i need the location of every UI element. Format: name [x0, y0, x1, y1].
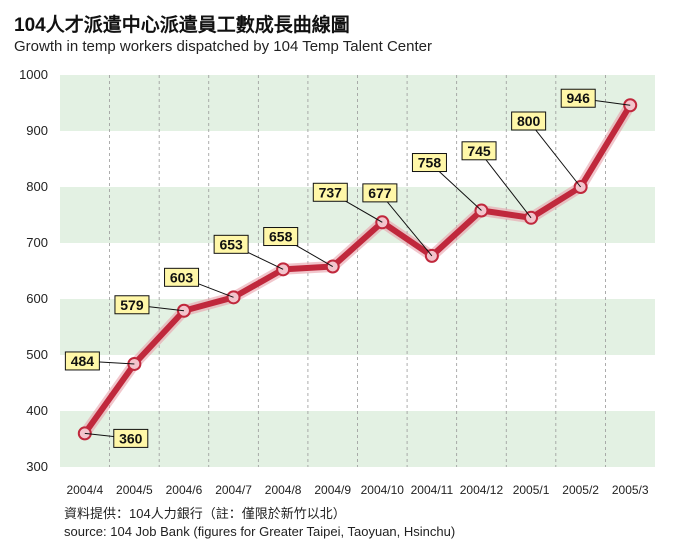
x-tick-label: 2005/3	[612, 483, 649, 497]
data-label: 603	[170, 269, 194, 285]
chart-title: 104人才派遣中心派遣員工數成長曲線圖	[14, 15, 350, 36]
y-tick-label: 700	[26, 235, 48, 250]
x-tick-label: 2004/10	[361, 483, 405, 497]
data-label-box	[312, 182, 348, 202]
x-tick-label: 2004/4	[66, 483, 103, 497]
x-tick-label: 2004/12	[460, 483, 504, 497]
x-tick-label: 2005/1	[513, 483, 550, 497]
data-label: 484	[71, 353, 95, 369]
x-tick-label: 2004/7	[215, 483, 252, 497]
grid-band	[60, 75, 655, 131]
data-label: 677	[368, 185, 392, 201]
data-label-box	[362, 183, 398, 203]
data-label: 653	[219, 236, 243, 252]
data-label-box	[164, 267, 200, 287]
grid-band	[60, 411, 655, 467]
chart-subtitle: Growth in temp workers dispatched by 104…	[14, 38, 432, 55]
y-tick-label: 900	[26, 123, 48, 138]
data-label-box	[461, 141, 497, 161]
x-tick-label: 2004/11	[411, 483, 454, 497]
y-tick-label: 600	[26, 291, 48, 306]
data-label: 658	[269, 229, 293, 245]
data-label: 360	[119, 430, 143, 446]
leader-line	[379, 192, 433, 257]
x-tick-label: 2005/2	[562, 483, 599, 497]
data-label-box	[560, 88, 596, 108]
data-label-box	[64, 351, 100, 371]
x-tick-label: 2004/5	[116, 483, 153, 497]
source-note-en: source: 104 Job Bank (figures for Greate…	[64, 524, 456, 539]
data-label-box	[263, 227, 299, 247]
data-label: 579	[120, 297, 144, 313]
leader-line	[478, 150, 532, 219]
source-note-zh: 資料提供：104人力銀行（註：僅限於新竹以北）	[64, 506, 346, 521]
data-label: 737	[319, 184, 343, 200]
data-label: 745	[467, 143, 491, 159]
series-line	[82, 103, 633, 436]
data-label-box	[511, 111, 547, 131]
y-tick-label: 1000	[19, 67, 48, 82]
x-tick-label: 2004/6	[166, 483, 203, 497]
data-label: 946	[567, 90, 591, 106]
y-tick-label: 800	[26, 179, 48, 194]
data-label-box	[113, 428, 149, 448]
data-label-box	[213, 234, 249, 254]
x-tick-label: 2004/8	[265, 483, 302, 497]
leader-line	[528, 120, 582, 188]
y-tick-label: 400	[26, 403, 48, 418]
y-tick-label: 500	[26, 347, 48, 362]
x-tick-label: 2004/9	[314, 483, 351, 497]
data-label: 800	[517, 113, 541, 129]
data-label-box	[114, 295, 150, 315]
y-tick-label: 300	[26, 459, 48, 474]
data-label: 758	[418, 155, 442, 171]
data-label-box	[411, 153, 447, 173]
